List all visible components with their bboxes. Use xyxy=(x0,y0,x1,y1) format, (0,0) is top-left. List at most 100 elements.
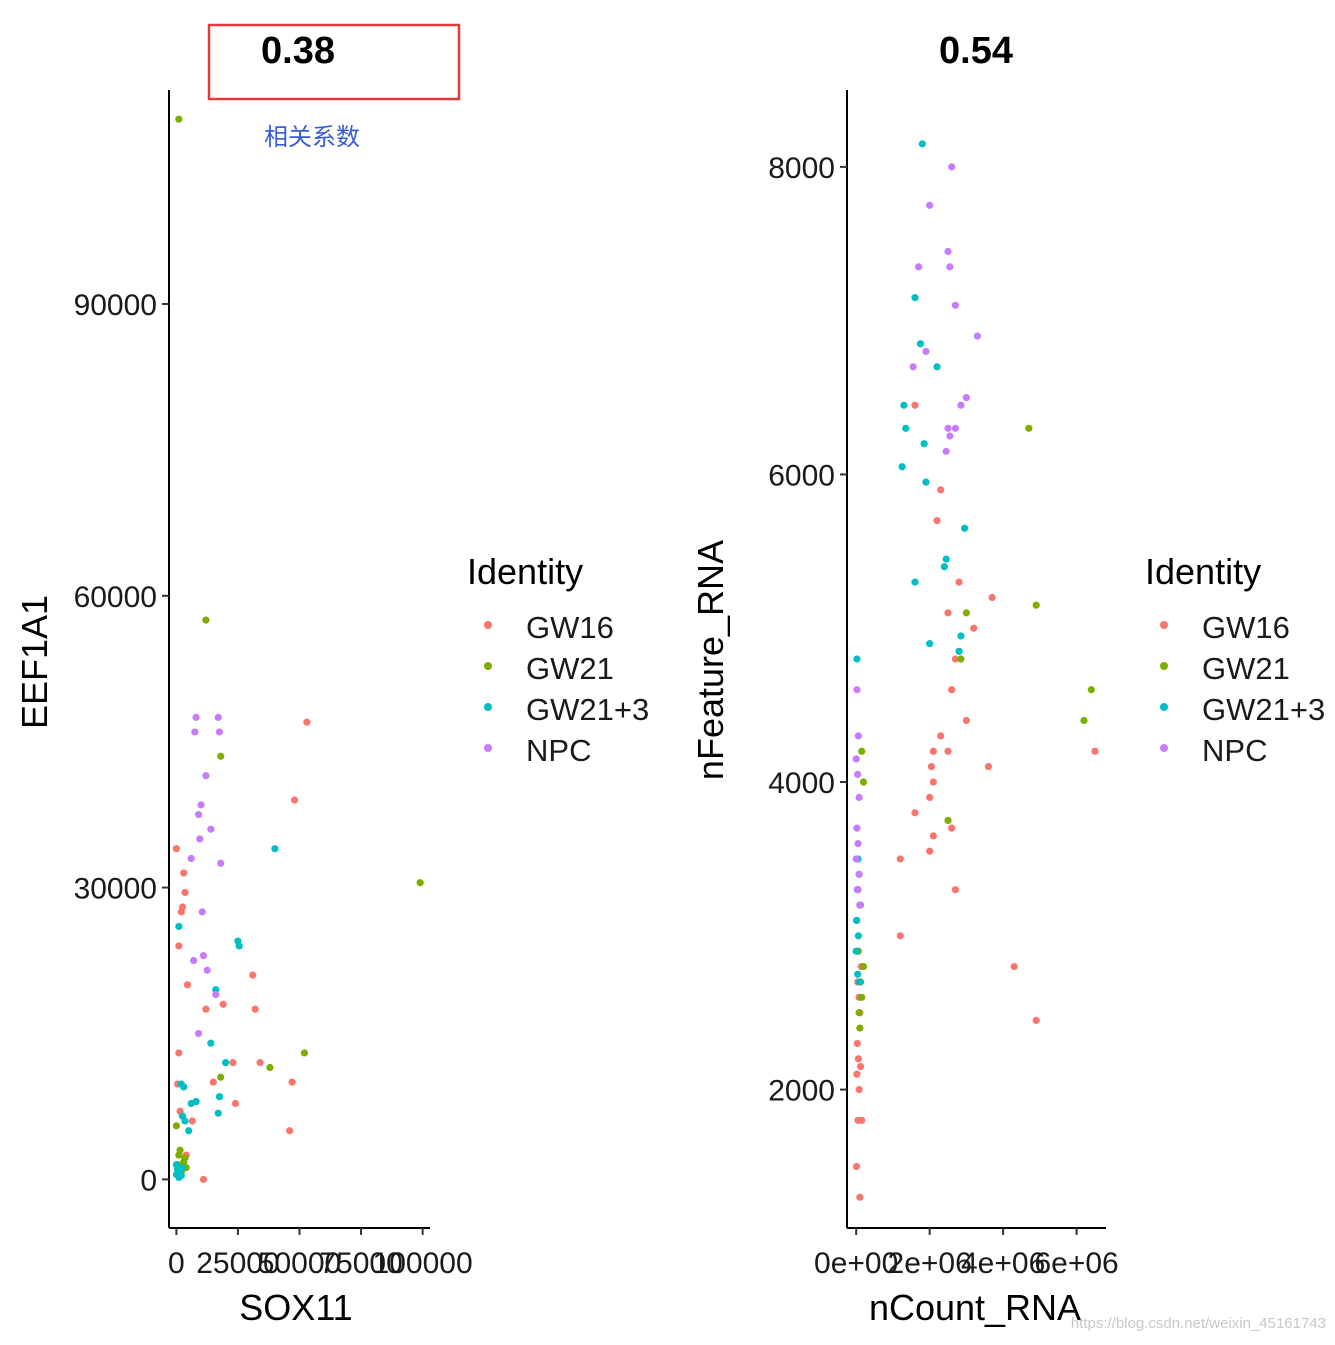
panel-right-point-gw21-3 xyxy=(853,655,861,663)
panel-right-point-gw16 xyxy=(1032,1016,1040,1024)
panel-left-point-npc xyxy=(207,825,215,833)
panel-right-x-axis-title: nCount_RNA xyxy=(869,1287,1081,1328)
panel-left-point-gw16 xyxy=(219,1000,227,1008)
panel-left-point-npc xyxy=(194,1029,203,1038)
panel-right-point-gw21-3 xyxy=(855,978,864,986)
panel-left-point-npc xyxy=(203,966,211,974)
panel-right-point-npc xyxy=(853,686,861,694)
panel-right-point-gw16 xyxy=(927,763,936,771)
panel-left-point-npc xyxy=(192,713,200,721)
panel-right-legend-label-gw16: GW16 xyxy=(1202,610,1290,645)
panel-left-legend: Identity GW16 GW21 GW21+3 NPC xyxy=(467,551,649,768)
panel-left-point-gw21-3 xyxy=(214,1109,222,1117)
panel-left-y-tick-label: 60000 xyxy=(74,581,157,614)
panel-right-point-gw21-3 xyxy=(918,140,926,148)
panel-left-point-gw21-3 xyxy=(235,942,243,950)
panel-left-points xyxy=(172,115,424,1183)
panel-right-point-gw16 xyxy=(951,886,959,894)
panel-right-point-gw21-3 xyxy=(920,440,928,448)
panel-right-point-gw16 xyxy=(951,655,959,663)
panel-right-point-npc xyxy=(853,824,861,832)
panel-left-point-gw21 xyxy=(181,1154,189,1162)
panel-left-point-gw21-3 xyxy=(178,1164,187,1172)
panel-right-point-gw21-3 xyxy=(852,947,860,955)
panel-left-legend-key-gw16 xyxy=(484,621,492,629)
panel-right-point-gw21-3 xyxy=(957,632,965,640)
panel-right-x-tick-label: 6e+06 xyxy=(1034,1247,1118,1280)
panel-right-point-gw21-3 xyxy=(916,340,925,348)
panel-right-x-tick-label: 0e+00 xyxy=(814,1247,898,1280)
panel-left-point-gw21 xyxy=(172,1122,180,1130)
panel-right-point-gw21-3 xyxy=(933,363,941,371)
panel-right-point-npc xyxy=(957,401,965,409)
panel-right-point-gw21 xyxy=(944,816,952,825)
panel-right-point-gw16 xyxy=(929,747,937,755)
panel-left-y-tick-label: 90000 xyxy=(74,289,157,322)
panel-left-point-gw21 xyxy=(266,1063,274,1072)
panel-right-point-gw16 xyxy=(856,1193,864,1201)
panel-left-point-npc xyxy=(191,728,199,736)
panel-right-point-gw21 xyxy=(856,1024,864,1032)
panel-left-point-gw21-3 xyxy=(177,1171,185,1180)
panel-left-point-gw16 xyxy=(209,1078,217,1086)
panel-right-point-gw16 xyxy=(853,1039,861,1048)
panel-left-point-gw16 xyxy=(183,981,192,989)
panel-right-point-gw21-3 xyxy=(926,640,934,648)
panel-left-point-gw16 xyxy=(290,796,299,804)
panel-right-point-gw16 xyxy=(1010,962,1018,971)
panel-right-point-gw16 xyxy=(852,1162,861,1171)
panel-left-point-gw21-3 xyxy=(271,845,279,853)
panel-left-point-gw16 xyxy=(188,1117,196,1125)
panel-left-point-gw16 xyxy=(251,1005,259,1013)
panel-left-point-gw21-3 xyxy=(181,1117,189,1125)
panel-left-x-tick-label: 75000 xyxy=(319,1247,402,1280)
panel-left-legend-title: Identity xyxy=(467,551,583,592)
panel-right-x-tick-label: 2e+06 xyxy=(888,1247,972,1280)
panel-right-legend-key-npc xyxy=(1160,744,1168,752)
panel-left-y-tick-label: 0 xyxy=(140,1164,157,1197)
panel-left-point-npc xyxy=(190,956,198,965)
panel-right-point-gw21-3 xyxy=(854,932,862,940)
panel-right-point-gw16 xyxy=(856,1062,865,1071)
panel-right-point-npc xyxy=(854,732,862,740)
panel-left-title: 0.38 xyxy=(261,30,335,72)
panel-right-point-gw16 xyxy=(944,609,952,617)
panel-right-point-gw21-3 xyxy=(902,424,910,432)
panel-right-y-tick-label: 2000 xyxy=(768,1075,835,1108)
panel-left-x-tick-label: 25000 xyxy=(196,1247,279,1280)
panel-left-point-gw21 xyxy=(217,752,225,760)
panel-right-point-gw21 xyxy=(1087,686,1095,694)
panel-right-point-gw16 xyxy=(911,401,919,409)
panel-right-point-npc xyxy=(962,393,970,402)
panel-left-point-npc xyxy=(194,811,203,819)
panel-left-legend-key-gw21-3 xyxy=(484,703,492,711)
panel-right-point-npc xyxy=(909,363,917,371)
panel-right-point-gw16 xyxy=(926,847,934,855)
panel-right-legend-key-gw21-3 xyxy=(1160,703,1168,711)
panel-left-point-gw16 xyxy=(172,845,180,853)
panel-right-point-gw16 xyxy=(944,747,952,755)
panel-right-point-npc xyxy=(855,870,863,878)
panel-left-point-gw16 xyxy=(181,888,189,897)
panel-right-point-gw21 xyxy=(859,962,868,971)
panel-left-point-gw16 xyxy=(229,1059,237,1067)
panel-right-point-npc xyxy=(926,201,934,209)
panel-right-y-tick-label: 4000 xyxy=(768,767,835,800)
panel-left-point-gw16 xyxy=(286,1127,294,1135)
panel-left-legend-key-npc xyxy=(484,744,492,752)
panel-right-point-gw21 xyxy=(1032,601,1040,609)
panel-right-point-npc xyxy=(852,755,860,763)
panel-left-point-gw16 xyxy=(256,1059,264,1067)
panel-right-point-gw21 xyxy=(855,1009,863,1017)
panel-right-point-gw21 xyxy=(1025,424,1033,432)
panel-left-point-gw16 xyxy=(175,1049,183,1057)
panel-right-point-gw21-3 xyxy=(922,478,930,486)
panel-right-point-gw21-3 xyxy=(960,524,969,532)
panel-left-point-gw21-3 xyxy=(172,1161,180,1169)
annotation-box xyxy=(207,23,461,101)
panel-right-point-gw16 xyxy=(948,686,956,694)
panel-right-point-gw16 xyxy=(962,716,970,725)
panel-right-point-gw16 xyxy=(988,593,996,602)
